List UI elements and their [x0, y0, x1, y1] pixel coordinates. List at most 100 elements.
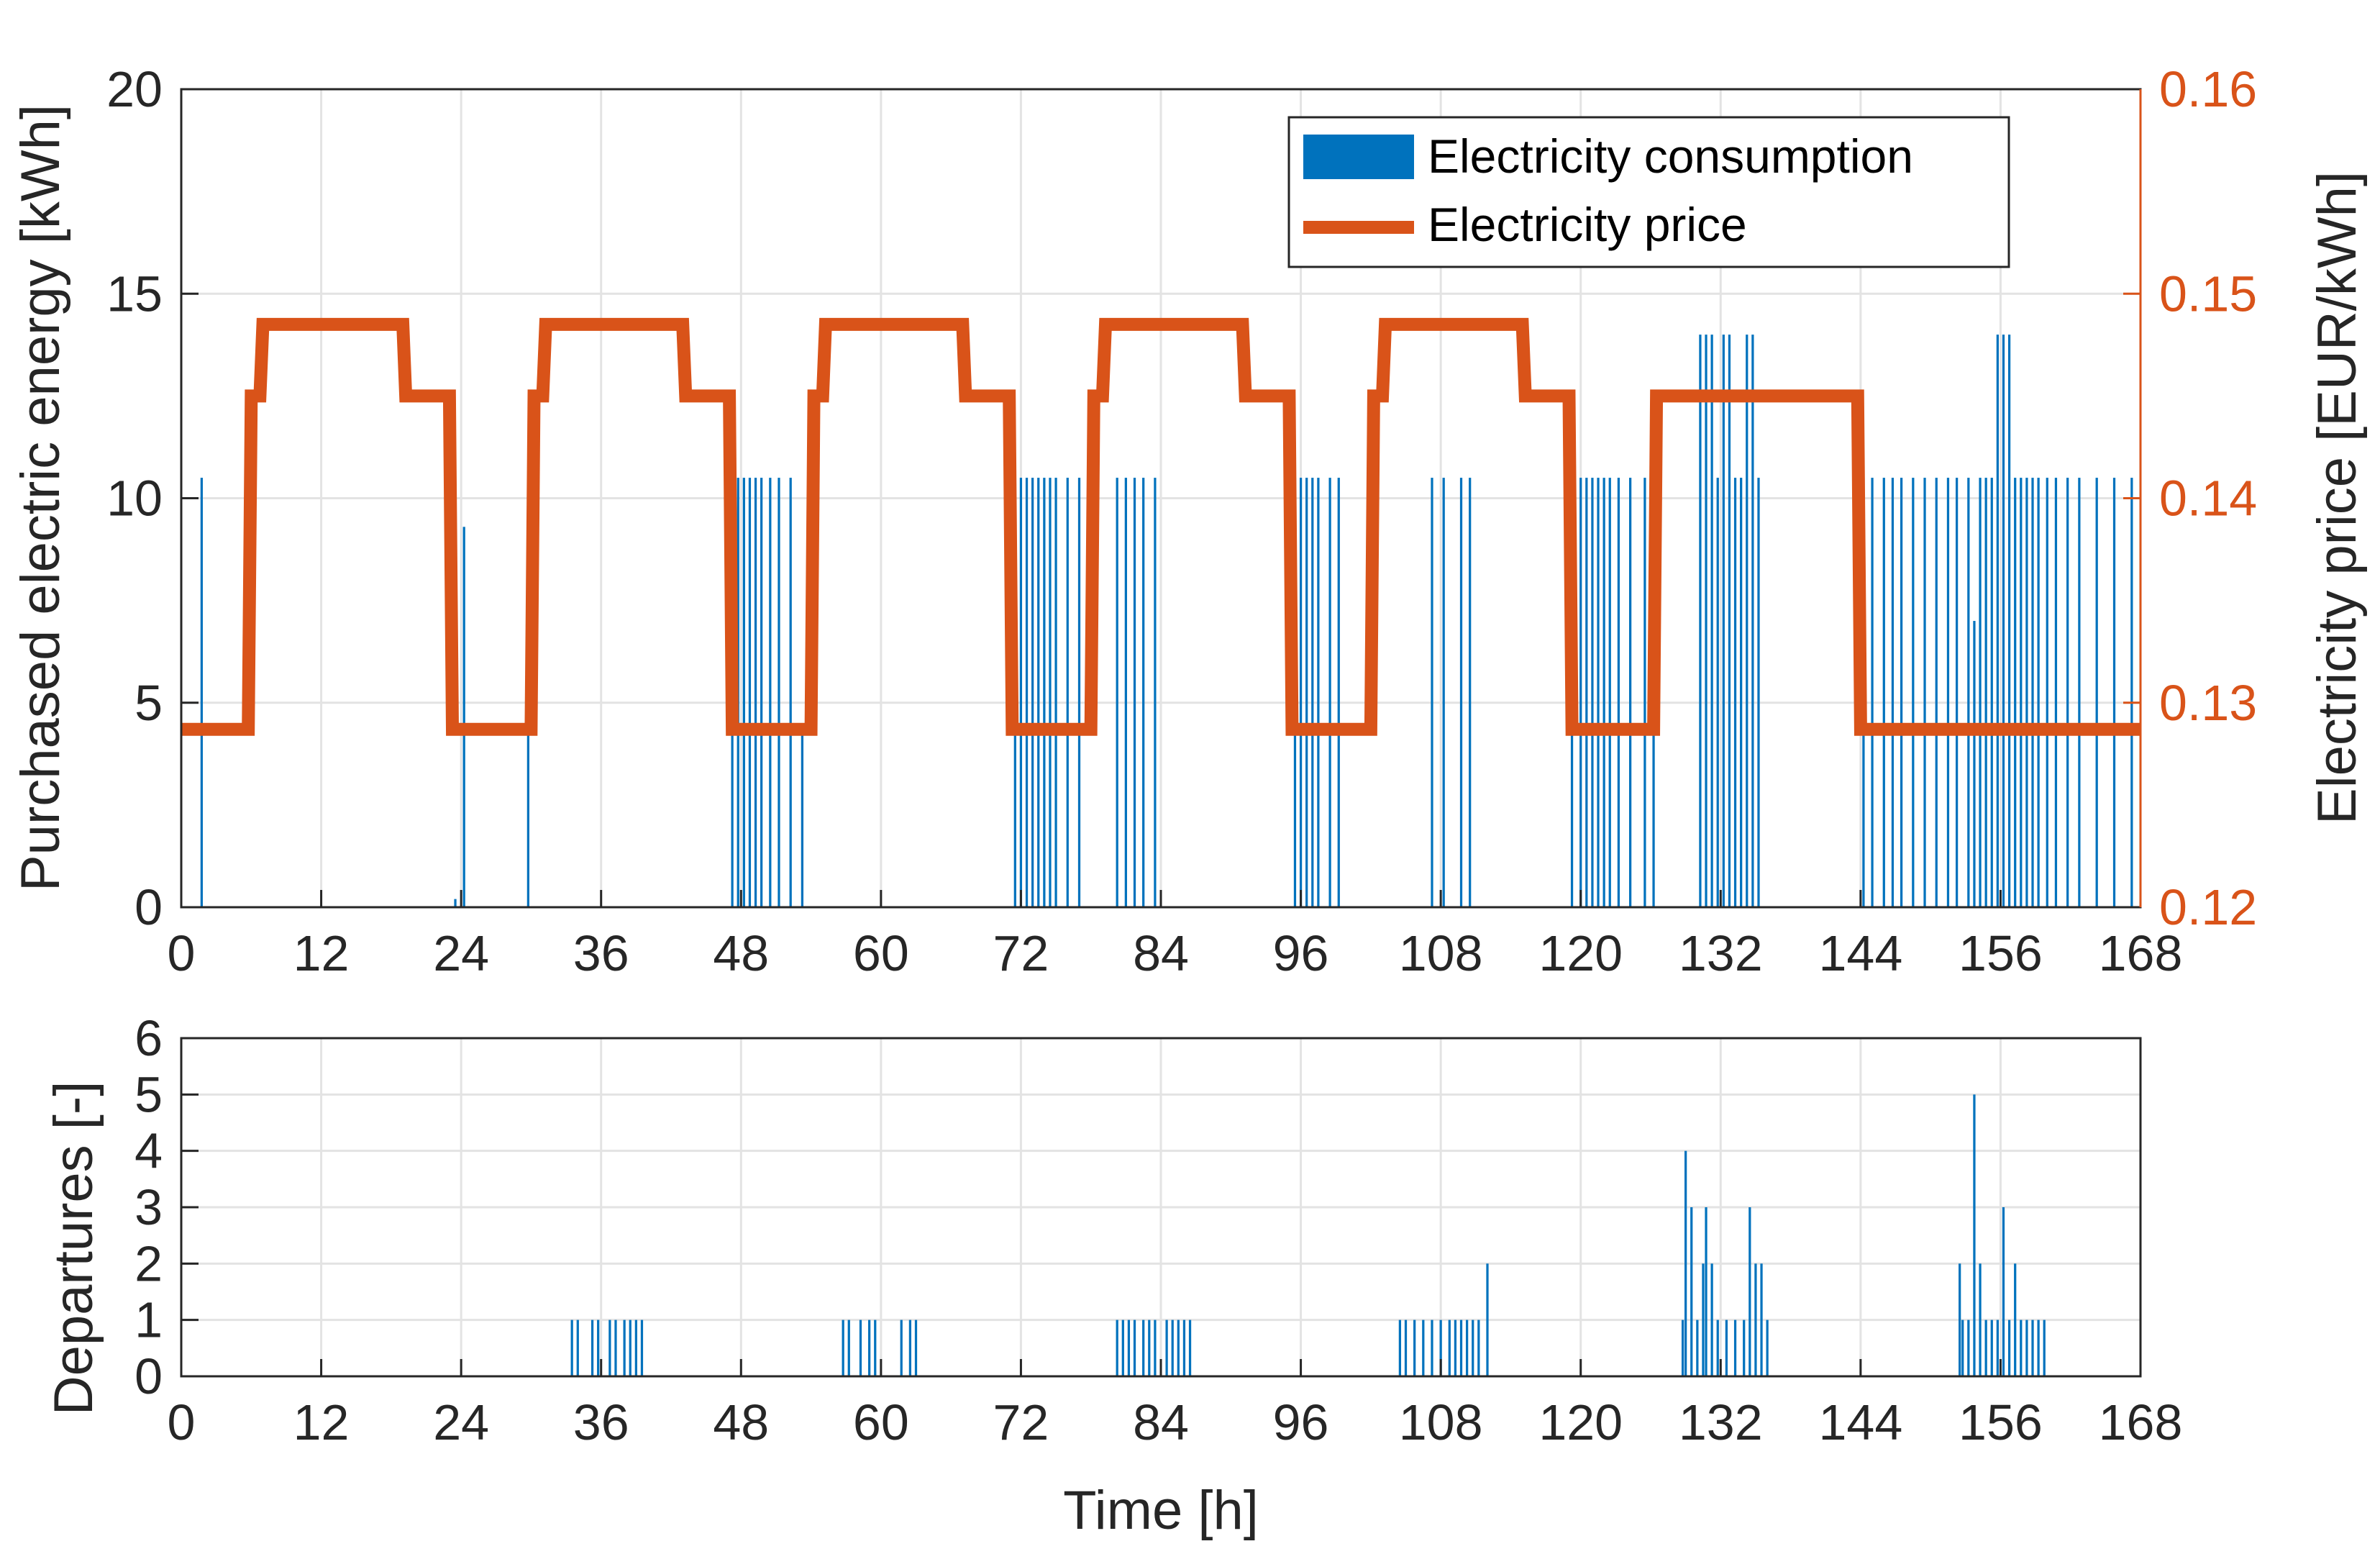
consumption-bar — [1585, 478, 1588, 907]
right-y-tick-label: 0.15 — [2159, 265, 2257, 322]
consumption-bar — [1923, 478, 1926, 907]
consumption-bar — [1973, 621, 1976, 907]
consumption-bar — [2031, 478, 2034, 907]
departure-bar — [591, 1319, 594, 1376]
departure-bar — [914, 1319, 918, 1376]
departure-bar — [1142, 1319, 1145, 1376]
top-panel: 0 12 24 36 48 60 72 84 96 108 120 132 144 156 168 0 5 10… — [10, 61, 2368, 981]
x-tick-label: 72 — [993, 1394, 1049, 1450]
bottom-axes-frame — [180, 1037, 2142, 1378]
consumption-bar — [1699, 335, 1702, 908]
bottom-axes — [180, 1037, 2142, 1378]
departure-bar — [1486, 1263, 1489, 1376]
y-tick-label: 20 — [106, 61, 163, 117]
consumption-bar — [778, 478, 780, 907]
y-tick-label: 10 — [106, 471, 163, 527]
consumption-bar — [760, 478, 763, 907]
departure-bar — [1116, 1319, 1118, 1376]
consumption-bar — [2130, 478, 2133, 907]
departure-bar — [1973, 1094, 1976, 1376]
departure-bar — [2037, 1319, 2040, 1376]
x-tick-label: 12 — [293, 1394, 350, 1450]
departure-bar — [2014, 1263, 2017, 1376]
y-tick-label: 4 — [134, 1123, 163, 1179]
departure-bar — [1984, 1319, 1987, 1376]
consumption-bar — [2078, 478, 2081, 907]
departure-bar — [1188, 1319, 1192, 1376]
consumption-bar — [801, 731, 804, 907]
departure-bar — [608, 1319, 611, 1376]
departure-bar — [1431, 1319, 1433, 1376]
consumption-bar — [1956, 478, 1959, 907]
consumption-bar — [1469, 478, 1472, 907]
consumption-bar — [1317, 478, 1320, 907]
consumption-bar — [1984, 478, 1987, 907]
consumption-bar — [526, 731, 529, 907]
departure-bar — [1454, 1319, 1457, 1376]
departure-bar — [1439, 1319, 1442, 1376]
consumption-bar — [1025, 478, 1029, 907]
consumption-bar — [1946, 478, 1950, 907]
x-tick-label: 24 — [433, 925, 489, 981]
legend-label-consumption: Electricity consumption — [1428, 130, 1913, 183]
right-y-tick-label: 0.13 — [2159, 675, 2257, 731]
consumption-bar — [1337, 478, 1340, 907]
x-tick-label: 144 — [1818, 1394, 1902, 1450]
x-tick-label: 132 — [1679, 925, 1763, 981]
consumption-bar — [2014, 478, 2017, 907]
departure-bar — [1127, 1319, 1131, 1376]
x-tick-label: 60 — [853, 1394, 909, 1450]
x-tick-label: 96 — [1273, 1394, 1329, 1450]
consumption-bar — [1608, 478, 1611, 907]
legend-swatch-consumption — [1303, 135, 1414, 179]
departure-bar — [859, 1319, 862, 1376]
consumption-bar — [1597, 478, 1600, 907]
top-axes — [180, 88, 2142, 909]
consumption-bar — [462, 527, 465, 907]
departure-bar — [570, 1319, 573, 1376]
consumption-bar — [1705, 335, 1708, 908]
departure-bar — [2043, 1319, 2046, 1376]
consumption-bar — [789, 478, 792, 907]
consumption-bar — [2095, 478, 2098, 907]
consumption-bar — [1031, 478, 1034, 907]
departure-bar — [1733, 1319, 1737, 1376]
departure-bar — [1681, 1319, 1684, 1376]
consumption-bar — [1746, 335, 1748, 908]
x-tick-label: 72 — [993, 925, 1049, 981]
departure-bar — [1705, 1207, 1708, 1376]
x-tick-label: 24 — [433, 1394, 489, 1450]
consumption-bar — [2037, 478, 2040, 907]
x-tick-label: 84 — [1133, 1394, 1189, 1450]
consumption-bar — [1431, 478, 1433, 907]
x-tick-label: 120 — [1538, 925, 1623, 981]
consumption-bar — [1740, 478, 1743, 907]
x-tick-label: 60 — [853, 925, 909, 981]
consumption-bar — [1077, 478, 1081, 907]
departure-bar — [1177, 1319, 1180, 1376]
legend-label-price: Electricity price — [1428, 198, 1747, 251]
x-tick-label: 0 — [168, 1394, 196, 1450]
departure-bar — [908, 1319, 912, 1376]
departure-bar — [1422, 1319, 1425, 1376]
departure-bar — [1961, 1319, 1964, 1376]
departure-bar — [634, 1319, 637, 1376]
consumption-bar — [1900, 478, 1903, 907]
consumption-bar — [748, 478, 752, 907]
x-tick-label: 168 — [2099, 1394, 2183, 1450]
departure-bar — [1760, 1263, 1763, 1376]
consumption-bar — [769, 478, 772, 907]
x-tick-label: 36 — [573, 1394, 629, 1450]
departure-bar — [1404, 1319, 1408, 1376]
bottom-y-axis-label: Departures [-] — [43, 1081, 104, 1416]
right-y-tick-label: 0.12 — [2159, 879, 2257, 935]
consumption-bar — [2066, 478, 2069, 907]
consumption-bar — [1882, 478, 1885, 907]
x-tick-label: 48 — [713, 1394, 769, 1450]
consumption-bar — [1979, 478, 1982, 907]
departure-bar — [623, 1319, 626, 1376]
consumption-bar — [2002, 335, 2005, 908]
departure-bar — [1959, 1263, 1961, 1376]
departure-bar — [614, 1319, 617, 1376]
